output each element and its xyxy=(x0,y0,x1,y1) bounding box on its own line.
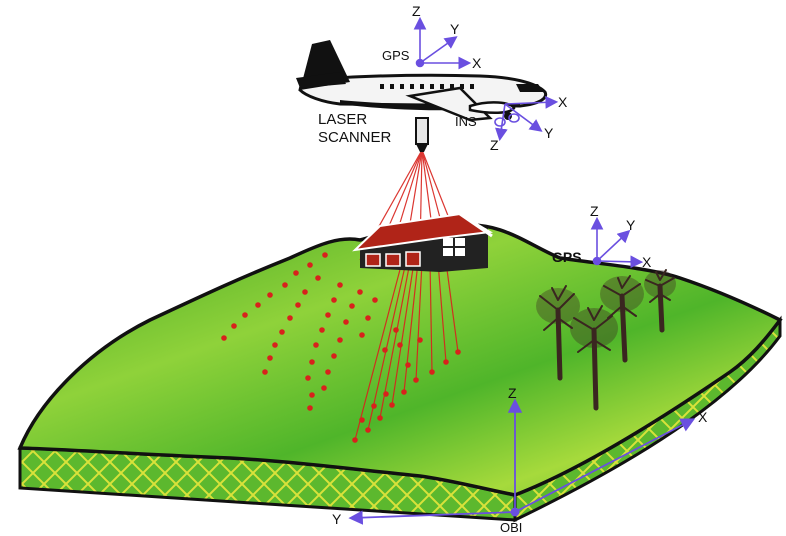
laser-scanner-icon xyxy=(415,117,429,152)
ins-y-label: Y xyxy=(544,125,554,141)
obi-y-label: Y xyxy=(332,511,342,527)
ins-label: INS xyxy=(455,114,477,129)
gps-air-z-label: Z xyxy=(412,3,421,19)
gps-air-axes xyxy=(413,16,472,70)
gps-air-x-label: X xyxy=(472,55,482,71)
laser-points xyxy=(221,252,461,443)
gps-ground-x-label: X xyxy=(642,254,652,270)
laser-scanner-label-line2: SCANNER xyxy=(318,129,392,146)
terrain-block xyxy=(17,221,783,523)
obi-axes xyxy=(348,398,696,525)
ins-x-label: X xyxy=(558,94,568,110)
ins-z-label: Z xyxy=(490,137,499,153)
ins-axes xyxy=(494,95,559,142)
terrain-top-surface xyxy=(17,221,783,497)
obi-label: OBI xyxy=(500,520,522,535)
gps-ground-y-label: Y xyxy=(626,217,636,233)
gps-ground-z-label: Z xyxy=(590,203,599,219)
airplane-icon xyxy=(296,40,548,122)
gps-air-label: GPS xyxy=(382,48,410,63)
obi-x-label: X xyxy=(698,409,708,425)
obi-z-label: Z xyxy=(508,385,517,401)
house-icon xyxy=(352,212,494,272)
gps-ground-label: GPS xyxy=(552,249,582,265)
gps-air-y-label: Y xyxy=(450,21,460,37)
gps-ground-axes xyxy=(590,216,644,269)
diagram-labels: GPS Z Y X INS X Y Z LASER SCANNER GPS Z … xyxy=(318,3,708,535)
laser-scanner-label-line1: LASER xyxy=(318,111,367,128)
tree-icon xyxy=(536,269,676,411)
